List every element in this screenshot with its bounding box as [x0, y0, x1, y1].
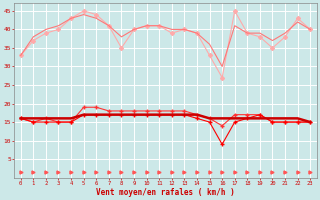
X-axis label: Vent moyen/en rafales ( km/h ): Vent moyen/en rafales ( km/h )	[96, 188, 235, 197]
